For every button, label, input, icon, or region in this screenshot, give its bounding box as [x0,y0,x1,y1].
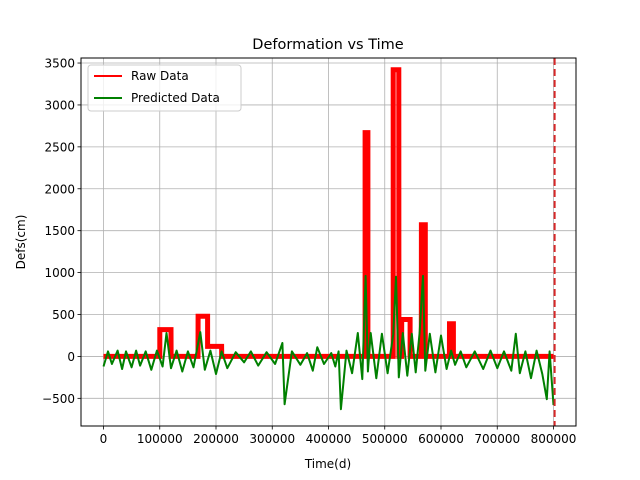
x-tick-label: 400000 [306,432,352,446]
y-tick-label: 3500 [44,57,75,71]
y-tick-label: 2000 [44,182,75,196]
y-tick-label: 500 [52,308,75,322]
x-tick-label: 100000 [137,432,183,446]
y-tick-label: 2500 [44,140,75,154]
legend-label-predicted-data: Predicted Data [131,91,220,105]
x-tick-label: 200000 [193,432,239,446]
legend: Raw Data Predicted Data [87,64,242,112]
x-tick-label: 800000 [531,432,577,446]
y-axis-label: Defs(cm) [14,215,28,270]
x-axis-label: Time(d) [304,457,351,471]
x-tick-label: 0 [100,432,108,446]
y-tick-label: 1000 [44,266,75,280]
x-tick-label: 500000 [362,432,408,446]
y-tick-label: −500 [42,392,75,406]
y-tick-label: 1500 [44,224,75,238]
legend-box [87,64,242,112]
x-tick-label: 300000 [249,432,295,446]
axis-ticks: 0 100000 200000 300000 400000 500000 600000 700… [42,57,576,446]
legend-label-raw-data: Raw Data [131,69,189,83]
series-line-predicted-data [102,274,555,411]
plot-area-frame [80,57,577,427]
x-tick-label: 600000 [418,432,464,446]
x-tick-label: 700000 [474,432,520,446]
y-tick-label: 3000 [44,98,75,112]
chart-title: Deformation vs Time [252,37,403,53]
plot-series [102,58,556,426]
y-tick-label: 0 [67,350,75,364]
